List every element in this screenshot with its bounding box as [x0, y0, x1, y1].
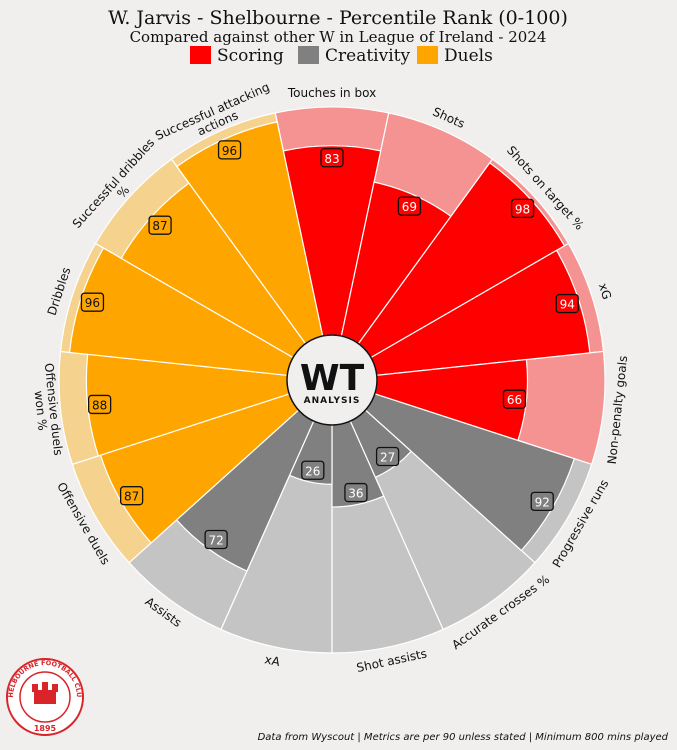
center-logo-sub: ANALYSIS: [304, 396, 361, 406]
value-slices: [68, 121, 591, 572]
footer-note: Data from Wyscout | Metrics are per 90 u…: [258, 732, 669, 743]
svg-text:96: 96: [85, 296, 100, 310]
metric-label-non-penalty-goals: Non-penalty goals: [605, 355, 630, 465]
center-logo: WT ANALYSIS: [286, 334, 378, 426]
club-badge-year: 1895: [34, 724, 57, 733]
legend-label: Duels: [444, 46, 493, 66]
svg-text:72: 72: [208, 534, 223, 548]
svg-text:96: 96: [222, 144, 237, 158]
svg-text:87: 87: [152, 219, 167, 233]
metric-label-xa: xA: [263, 652, 282, 669]
value-label-touches-in-box: 83: [320, 148, 344, 168]
legend-label: Creativity: [325, 46, 410, 66]
svg-text:87: 87: [124, 490, 139, 504]
value-label-xa: 26: [301, 460, 325, 480]
value-label-offensive-duels-won: 88: [87, 394, 112, 415]
metric-label-xg: xG: [596, 281, 614, 301]
svg-text:36: 36: [348, 487, 363, 501]
value-label-successful-dribbles: 87: [148, 215, 172, 235]
value-label-shots: 69: [397, 196, 422, 216]
svg-text:27: 27: [380, 451, 395, 465]
svg-text:66: 66: [507, 393, 522, 407]
value-label-dribbles: 96: [80, 292, 105, 312]
value-label-offensive-duels: 87: [119, 486, 144, 506]
chart-subtitle: Compared against other W in League of Ir…: [130, 28, 547, 46]
value-label-xg: 94: [555, 293, 579, 314]
legend-item-scoring: Scoring: [190, 46, 284, 66]
legend-item-creativity: Creativity: [298, 46, 410, 66]
legend-swatch: [190, 46, 211, 64]
chart-title: W. Jarvis - Shelbourne - Percentile Rank…: [108, 7, 568, 29]
value-label-progressive-runs: 92: [530, 491, 554, 512]
svg-text:26: 26: [305, 464, 320, 478]
legend-swatch: [298, 46, 319, 64]
value-label-shots-on-target: 98: [510, 198, 535, 219]
castle-icon: [32, 682, 58, 704]
value-label-assists: 72: [204, 529, 228, 550]
svg-text:69: 69: [402, 200, 417, 214]
value-label-non-penalty-goals: 66: [502, 389, 527, 409]
svg-text:98: 98: [515, 202, 530, 216]
svg-text:88: 88: [92, 398, 107, 412]
legend-item-duels: Duels: [417, 46, 493, 66]
metric-label-touches-in-box: Touches in box: [287, 86, 376, 100]
svg-text:83: 83: [324, 152, 339, 166]
value-label-accurate-crosses: 27: [375, 446, 400, 467]
legend-swatch: [417, 46, 438, 64]
value-labels: 83 69 98 94 66 92 27 36 26 72 87 88 96 87 96: [80, 140, 579, 550]
svg-text:92: 92: [535, 495, 550, 509]
svg-text:94: 94: [560, 298, 575, 312]
center-logo-main: WT: [300, 358, 365, 399]
value-label-successful-attacking-actions: 96: [217, 140, 242, 160]
value-label-shot-assists: 36: [344, 482, 368, 503]
legend: Scoring Creativity Duels: [190, 46, 493, 66]
legend-label: Scoring: [217, 46, 284, 66]
